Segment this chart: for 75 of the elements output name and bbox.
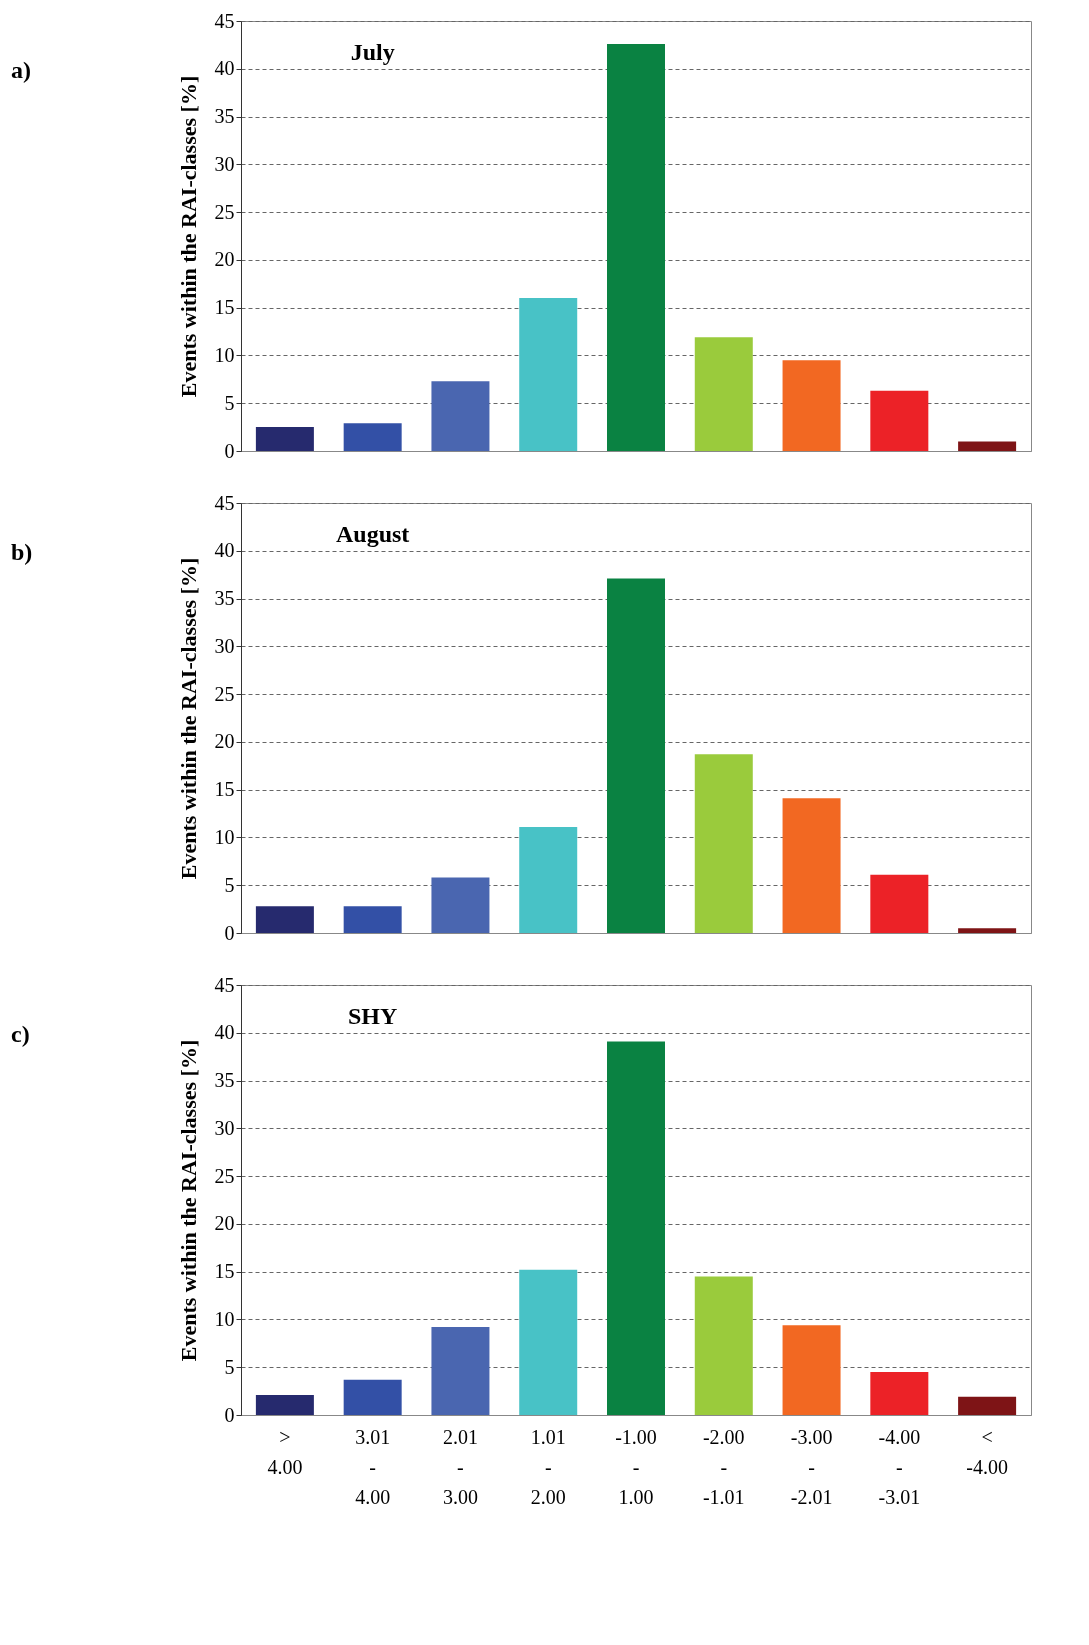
text: July bbox=[350, 38, 395, 65]
bar bbox=[607, 1041, 665, 1415]
bar bbox=[958, 441, 1017, 451]
y-tick-label: 45 bbox=[214, 491, 235, 514]
bar bbox=[782, 360, 841, 451]
y-tick-label: 40 bbox=[214, 1021, 235, 1044]
text: c) bbox=[11, 1021, 30, 1047]
y-tick-label: 20 bbox=[214, 730, 235, 753]
bar bbox=[519, 1269, 578, 1415]
y-tick-label: 35 bbox=[214, 1069, 235, 1092]
bar bbox=[431, 877, 490, 933]
bar bbox=[255, 427, 314, 451]
y-tick-label: 40 bbox=[214, 539, 235, 562]
y-tick-label: 25 bbox=[214, 200, 235, 223]
y-tick-label: 10 bbox=[214, 343, 235, 366]
y-tick-label: 10 bbox=[214, 825, 235, 848]
bar bbox=[519, 298, 578, 451]
y-tick-label: 35 bbox=[214, 587, 235, 610]
y-tick-label: 15 bbox=[214, 296, 235, 319]
bar bbox=[694, 337, 753, 451]
bar bbox=[343, 423, 402, 451]
x-tick-label: 1.01 - 2.00 bbox=[530, 1425, 566, 1508]
x-tick-label: > 4.00 bbox=[267, 1425, 303, 1478]
y-tick-label: 20 bbox=[214, 248, 235, 271]
text: b) bbox=[11, 539, 33, 565]
bar bbox=[255, 906, 314, 933]
y-tick-label: 45 bbox=[214, 9, 235, 32]
bar bbox=[607, 578, 665, 933]
y-tick-label: 40 bbox=[214, 57, 235, 80]
y-tick-label: 0 bbox=[224, 921, 235, 944]
y-tick-label: 15 bbox=[214, 1260, 235, 1283]
text: a) bbox=[11, 57, 31, 83]
y-tick-label: 0 bbox=[224, 1403, 235, 1426]
y-tick-label: 0 bbox=[224, 439, 235, 462]
y-tick-label: 30 bbox=[214, 1116, 235, 1139]
y-tick-label: 30 bbox=[214, 152, 235, 175]
y-tick-label: 35 bbox=[214, 105, 235, 128]
bar bbox=[870, 874, 929, 933]
x-tick-label: -2.00 - -1.01 bbox=[702, 1425, 745, 1508]
bar bbox=[519, 826, 578, 933]
x-tick-label: -4.00 - -3.01 bbox=[878, 1425, 921, 1508]
bar bbox=[870, 1372, 929, 1415]
y-tick-label: 25 bbox=[214, 1164, 235, 1187]
x-tick-label: < -4.00 bbox=[966, 1425, 1008, 1478]
bar bbox=[958, 1396, 1017, 1415]
bar bbox=[343, 906, 402, 933]
y-tick-label: 45 bbox=[214, 973, 235, 996]
y-tick-label: 5 bbox=[224, 1355, 235, 1378]
y-tick-label: 30 bbox=[214, 634, 235, 657]
y-tick-label: 5 bbox=[224, 873, 235, 896]
y-tick-label: 15 bbox=[214, 778, 235, 801]
bar bbox=[255, 1394, 314, 1415]
y-axis-title: Events within the RAI-classes [%] bbox=[175, 557, 201, 880]
bar bbox=[782, 798, 841, 933]
text: August bbox=[335, 520, 410, 547]
bar bbox=[694, 1276, 753, 1415]
bar bbox=[343, 1379, 402, 1415]
x-tick-label: 2.01 - 3.00 bbox=[442, 1425, 478, 1508]
y-tick-label: 25 bbox=[214, 682, 235, 705]
x-tick-label: 3.01 - 4.00 bbox=[355, 1425, 391, 1508]
x-tick-label: -3.00 - -2.01 bbox=[790, 1425, 833, 1508]
text: SHY bbox=[347, 1002, 398, 1029]
x-tick-label: -1.00 - 1.00 bbox=[615, 1425, 657, 1508]
bar bbox=[958, 928, 1017, 933]
bar bbox=[694, 754, 753, 933]
y-axis-title: Events within the RAI-classes [%] bbox=[175, 75, 201, 398]
bar bbox=[431, 381, 490, 451]
y-axis-title: Events within the RAI-classes [%] bbox=[175, 1039, 201, 1362]
bar bbox=[607, 43, 665, 451]
bar bbox=[870, 390, 929, 451]
bar bbox=[782, 1325, 841, 1415]
y-tick-label: 5 bbox=[224, 391, 235, 414]
bar bbox=[431, 1327, 490, 1415]
y-tick-label: 10 bbox=[214, 1307, 235, 1330]
y-tick-label: 20 bbox=[214, 1212, 235, 1235]
